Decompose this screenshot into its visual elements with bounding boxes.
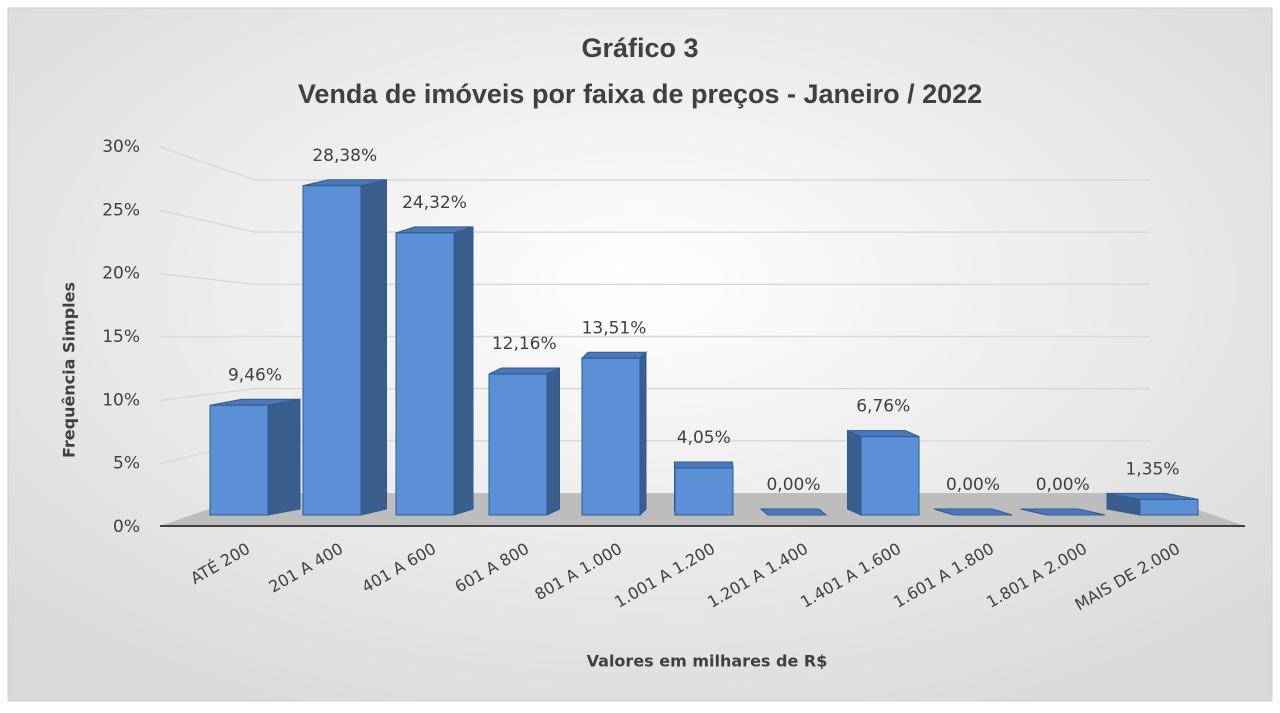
bar bbox=[302, 179, 387, 516]
value-label: 0,00% bbox=[766, 475, 820, 495]
bar-front bbox=[488, 373, 548, 516]
bar bbox=[933, 508, 1013, 516]
value-label: 28,38% bbox=[312, 146, 377, 166]
y-tick-label: 25% bbox=[102, 200, 140, 220]
chart-title: Gráfico 3 bbox=[581, 33, 698, 63]
bar-side bbox=[847, 429, 862, 516]
y-tick-label: 20% bbox=[102, 264, 140, 284]
bar-front bbox=[860, 436, 920, 516]
value-label: 24,32% bbox=[402, 193, 467, 213]
bar bbox=[1020, 508, 1106, 516]
bar-side bbox=[546, 367, 560, 516]
bar-side bbox=[360, 179, 387, 516]
x-axis-label: Valores em milhares de R$ bbox=[587, 652, 828, 671]
bar bbox=[1106, 492, 1199, 516]
bar bbox=[209, 398, 301, 516]
bar-top bbox=[488, 367, 560, 375]
bar bbox=[673, 461, 734, 516]
bar-front bbox=[395, 232, 455, 516]
y-tick-label: 0% bbox=[113, 517, 140, 537]
grid-line bbox=[159, 146, 1150, 181]
bar-front bbox=[1139, 498, 1199, 516]
bar bbox=[580, 351, 648, 517]
value-label: 12,16% bbox=[492, 334, 557, 354]
value-label: 13,51% bbox=[582, 318, 647, 338]
y-tick-label: 30% bbox=[102, 137, 140, 157]
bar-front bbox=[209, 404, 269, 516]
bar-front bbox=[581, 357, 641, 516]
y-tick-label: 15% bbox=[102, 327, 140, 347]
value-label: 0,00% bbox=[946, 475, 1000, 495]
y-tick-label: 5% bbox=[113, 454, 140, 474]
bar bbox=[395, 226, 474, 516]
bar-top bbox=[673, 461, 734, 469]
value-label: 0,00% bbox=[1036, 475, 1090, 495]
value-label: 1,35% bbox=[1125, 459, 1179, 479]
value-label: 4,05% bbox=[677, 428, 731, 448]
bar-front bbox=[302, 185, 362, 516]
bar-side bbox=[267, 398, 301, 516]
bar-front bbox=[674, 467, 734, 516]
y-axis-label: Frequência Simples bbox=[60, 282, 79, 458]
grid-line bbox=[159, 272, 1150, 286]
bar bbox=[759, 508, 828, 516]
bar-side bbox=[453, 226, 474, 516]
grid-line bbox=[159, 335, 1150, 338]
value-label: 9,46% bbox=[228, 365, 282, 385]
bar bbox=[847, 429, 920, 516]
bar-side bbox=[639, 351, 647, 517]
grid-line bbox=[159, 209, 1150, 233]
bar-top bbox=[847, 430, 920, 438]
grid-line bbox=[159, 387, 1150, 402]
bar-top bbox=[759, 508, 828, 516]
value-label: 6,76% bbox=[856, 397, 910, 417]
bar bbox=[488, 367, 560, 516]
bar-top bbox=[580, 351, 648, 359]
y-tick-label: 10% bbox=[102, 390, 140, 410]
chart-subtitle: Venda de imóveis por faixa de preços - J… bbox=[298, 79, 982, 109]
